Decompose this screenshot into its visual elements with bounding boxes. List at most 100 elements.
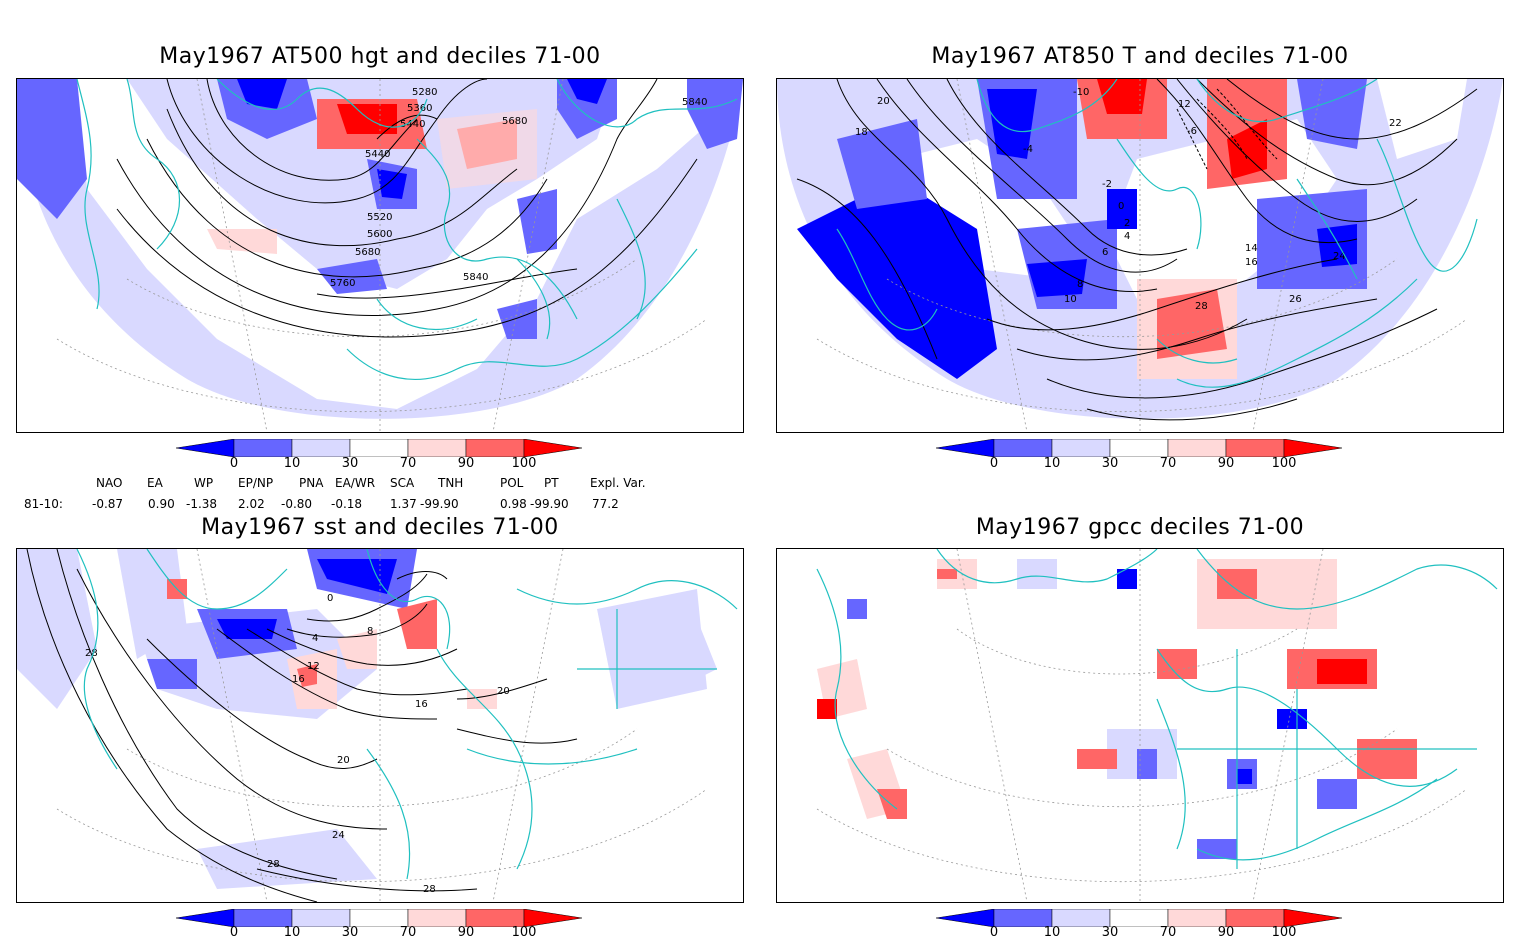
contour-label: 8 <box>367 626 373 637</box>
map-t850: -10 -6 -4 -2 0 2 4 6 8 10 12 14 16 18 20… <box>776 78 1504 433</box>
index-header: WP <box>194 476 214 490</box>
colorbar-bottom-right <box>936 909 1343 927</box>
index-value: 1.37 <box>390 497 417 511</box>
colorbar-label: 100 <box>1271 925 1297 940</box>
panel-title-t850: May1967 AT850 T and deciles 71-00 <box>931 44 1349 69</box>
index-header: PT <box>544 476 559 490</box>
panel-title-gpcc: May1967 gpcc deciles 71-00 <box>975 515 1305 540</box>
contour-label: 0 <box>327 593 333 604</box>
contour-label: 22 <box>1389 118 1402 129</box>
colorbar-label: 90 <box>1217 456 1235 471</box>
colorbar-segment <box>936 439 995 457</box>
coastlines <box>816 549 1498 869</box>
temperature-contours <box>796 79 1478 421</box>
colorbar-segment <box>1051 909 1111 927</box>
contour-label: 26 <box>1289 294 1302 305</box>
colorbar-label: 90 <box>457 925 475 940</box>
colorbar-label: 70 <box>1159 925 1177 940</box>
index-header: PNA <box>299 476 324 490</box>
contour-label: 5440 <box>400 119 425 130</box>
contour-label: 14 <box>1245 243 1258 254</box>
contour-label: 5760 <box>330 278 355 289</box>
colorbar-label: 30 <box>1101 925 1119 940</box>
contour-label: 24 <box>332 830 345 841</box>
contour-label: 5360 <box>407 103 432 114</box>
map-sst: 0 4 8 12 16 16 20 20 24 28 28 28 <box>16 548 744 903</box>
colorbar-label: 70 <box>399 456 417 471</box>
index-value: -99.90 <box>420 497 459 511</box>
coastlines <box>76 549 738 880</box>
contour-label: 5680 <box>355 247 380 258</box>
colorbar-label: 30 <box>341 925 359 940</box>
colorbar-segment <box>1283 439 1343 457</box>
colorbar-segment <box>291 439 351 457</box>
colorbar-segment <box>523 439 583 457</box>
map-z500: 5280 5360 5440 5680 5440 5520 5600 5680 … <box>16 78 744 433</box>
index-value: 0.98 <box>500 497 527 511</box>
colorbar-segment <box>465 439 525 457</box>
coastlines <box>76 79 738 380</box>
contour-label: 28 <box>85 648 98 659</box>
map-gpcc <box>776 548 1504 903</box>
contour-label: 10 <box>1064 294 1077 305</box>
contour-label: 16 <box>415 699 428 710</box>
colorbar-segment <box>349 439 409 457</box>
colorbar-label: 10 <box>1043 456 1061 471</box>
contour-label: 20 <box>497 686 510 697</box>
contour-label: 18 <box>855 127 868 138</box>
colorbar-segment <box>1109 439 1169 457</box>
colorbar-segment <box>1225 909 1285 927</box>
contour-label: -10 <box>1073 87 1089 98</box>
colorbar-label: 30 <box>341 456 359 471</box>
contour-label: 6 <box>1102 247 1108 258</box>
colorbar-label: 90 <box>1217 925 1235 940</box>
colorbar-segment <box>1225 439 1285 457</box>
contour-label: 20 <box>877 96 890 107</box>
colorbar-segment <box>291 909 351 927</box>
colorbar-segment <box>349 909 409 927</box>
index-row-label: 81-10: <box>24 497 63 511</box>
index-header: EA <box>147 476 163 490</box>
contour-label: 16 <box>1245 257 1258 268</box>
contour-label: 5520 <box>367 212 392 223</box>
index-value: -0.87 <box>92 497 124 511</box>
index-value: -99.90 <box>530 497 569 511</box>
contour-label: 5840 <box>682 97 707 108</box>
contour-label: 4 <box>312 633 318 644</box>
colorbar-label: 70 <box>1159 456 1177 471</box>
colorbar-label: 0 <box>989 456 999 471</box>
index-header: EP/NP <box>238 476 274 490</box>
index-value: -1.38 <box>186 497 218 511</box>
contour-label: 2 <box>1124 218 1130 229</box>
index-value: 0.90 <box>148 497 175 511</box>
contour-labels: 5280 5360 5440 5680 5440 5520 5600 5680 … <box>330 87 707 289</box>
index-value: -0.18 <box>331 497 363 511</box>
index-header: NAO <box>96 476 123 490</box>
contour-label: 20 <box>337 755 350 766</box>
colorbar-segment <box>233 909 293 927</box>
colorbar-segment <box>993 439 1053 457</box>
colorbar-label: 0 <box>229 925 239 940</box>
contour-labels: 0 4 8 12 16 16 20 20 24 28 28 28 <box>85 593 510 895</box>
colorbar-segment <box>407 439 467 457</box>
contour-label: -4 <box>1023 144 1033 155</box>
panel-title-sst: May1967 sst and deciles 71-00 <box>201 515 559 540</box>
contour-label: 28 <box>1195 301 1208 312</box>
colorbar-bottom-left <box>176 909 583 927</box>
colorbar-label: 30 <box>1101 456 1119 471</box>
colorbar-label: 100 <box>511 456 537 471</box>
contour-label: -2 <box>1102 179 1112 190</box>
contour-label: 5600 <box>367 229 392 240</box>
colorbar-segment <box>176 439 235 457</box>
colorbar-label: 0 <box>229 456 239 471</box>
contour-label: 5440 <box>365 149 390 160</box>
colorbar-segment <box>233 439 293 457</box>
colorbar-segment <box>407 909 467 927</box>
contour-label: 5840 <box>463 272 488 283</box>
coastlines <box>836 79 1478 388</box>
colorbar-segment <box>1109 909 1169 927</box>
index-value: 2.02 <box>238 497 265 511</box>
colorbar-top-left <box>176 439 583 457</box>
contour-label: 16 <box>292 674 305 685</box>
precip-blobs <box>817 559 1417 859</box>
